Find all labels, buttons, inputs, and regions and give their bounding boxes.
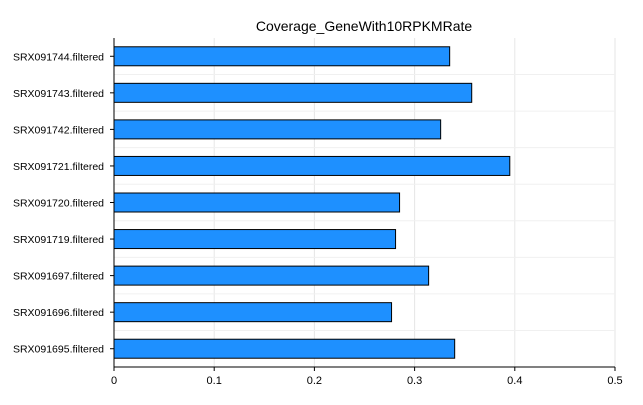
bar	[113, 265, 430, 286]
x-tick-label: 0.2	[307, 375, 322, 387]
axes	[110, 38, 616, 371]
x-tick-label: 0.1	[207, 375, 222, 387]
y-tick-label: SRX091721.filtered	[13, 161, 104, 173]
bars	[113, 46, 511, 359]
bar	[113, 338, 456, 359]
bar	[113, 155, 511, 176]
bar	[113, 46, 451, 67]
bar	[113, 229, 397, 250]
chart-title: Coverage_GeneWith10RPKMRate	[256, 18, 473, 34]
bar	[113, 119, 442, 140]
y-tick-label: SRX091720.filtered	[13, 198, 104, 210]
bar	[113, 192, 401, 213]
bar	[113, 302, 393, 323]
y-tick-label: SRX091695.filtered	[13, 344, 104, 356]
y-tick-label: SRX091719.filtered	[13, 234, 104, 246]
y-tick-label: SRX091743.filtered	[13, 88, 104, 100]
grid	[113, 38, 616, 367]
y-tick-label: SRX091697.filtered	[13, 271, 104, 283]
y-tick-label: SRX091744.filtered	[13, 51, 104, 63]
y-tick-label: SRX091696.filtered	[13, 307, 104, 319]
x-tick-label: 0.4	[507, 375, 522, 387]
bar	[113, 82, 473, 103]
x-tick-label: 0.5	[607, 375, 622, 387]
x-tick-label: 0.3	[407, 375, 422, 387]
labels: 0 0.1 0.2 0.3 0.4 0.5 SRX091744.filtered SRX091…	[13, 51, 623, 387]
y-tick-label: SRX091742.filtered	[13, 124, 104, 136]
x-tick-label: 0	[111, 375, 117, 387]
